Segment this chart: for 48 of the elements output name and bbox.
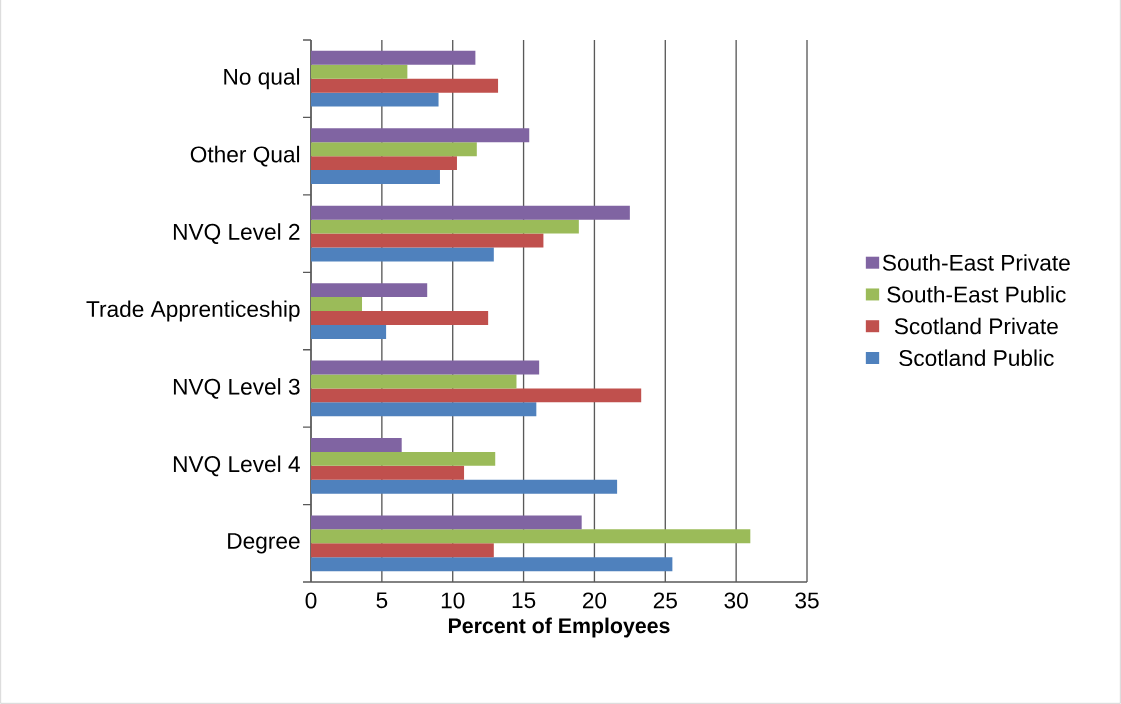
x-tick-label: 0	[305, 592, 317, 609]
bar	[311, 170, 440, 185]
bar	[311, 283, 428, 298]
bar	[311, 388, 642, 403]
bar	[311, 360, 540, 375]
bar	[311, 437, 402, 452]
y-tick-label: No qual	[224, 68, 300, 90]
bar	[311, 219, 579, 234]
bar	[311, 465, 465, 480]
legend-label: Scotland Private	[894, 317, 1058, 335]
y-tick-label: Degree	[228, 533, 300, 554]
bar	[311, 324, 387, 339]
bar	[311, 479, 618, 494]
bar	[311, 311, 489, 325]
x-tick-label: 35	[795, 592, 819, 609]
y-tick-label: Trade Apprenticeship	[86, 300, 300, 322]
legend-label: South-East Public	[887, 285, 1066, 303]
bar	[311, 374, 517, 389]
legend-label: South-East Private	[882, 254, 1070, 271]
x-tick-label: 25	[653, 592, 677, 609]
bar	[311, 515, 582, 530]
bar	[311, 205, 630, 220]
bar	[311, 247, 494, 262]
x-tick-label: 10	[441, 592, 465, 609]
bar	[311, 64, 408, 79]
x-tick-label: 15	[512, 592, 536, 609]
bar	[311, 557, 673, 572]
x-tick-label: 20	[582, 592, 607, 609]
x-tick-label: 5	[376, 592, 388, 609]
y-tick-label: NVQ Level 4	[173, 455, 300, 477]
bar	[311, 156, 457, 171]
bar	[311, 92, 439, 107]
bar	[311, 402, 537, 417]
bar	[311, 543, 494, 558]
bar	[311, 529, 751, 544]
x-tick-label: 30	[724, 592, 748, 609]
x-axis-title: Percent of Employees	[448, 617, 670, 638]
bar	[311, 78, 499, 93]
y-tick-label: NVQ Level 3	[173, 378, 300, 399]
legend-label: Scotland Public	[899, 349, 1054, 367]
bar	[311, 128, 530, 143]
bar	[311, 142, 477, 157]
bar	[311, 297, 363, 311]
y-tick-label: NVQ Level 2	[173, 223, 300, 244]
bar	[311, 233, 544, 248]
y-tick-label: Other Qual	[190, 145, 300, 167]
bar	[311, 50, 476, 65]
bar	[311, 451, 496, 466]
